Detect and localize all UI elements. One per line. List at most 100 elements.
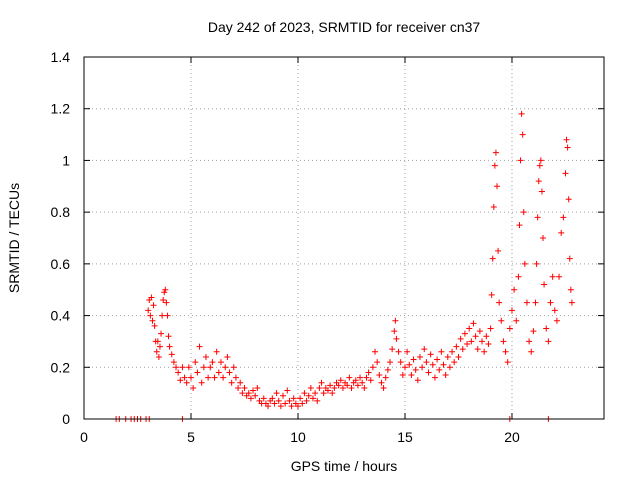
data-point bbox=[237, 379, 244, 386]
data-point bbox=[194, 369, 201, 376]
data-point bbox=[567, 286, 574, 293]
data-point bbox=[307, 384, 314, 391]
data-point bbox=[530, 328, 537, 335]
data-point bbox=[207, 364, 214, 371]
data-point bbox=[490, 203, 497, 210]
data-point bbox=[241, 384, 248, 391]
data-point bbox=[202, 353, 209, 360]
data-point bbox=[151, 322, 158, 329]
data-point bbox=[361, 384, 368, 391]
data-point bbox=[166, 343, 173, 350]
data-point bbox=[252, 392, 259, 399]
data-point bbox=[247, 395, 254, 402]
data-point bbox=[211, 374, 218, 381]
data-point bbox=[474, 346, 481, 353]
data-point bbox=[331, 384, 338, 391]
data-point bbox=[494, 183, 501, 190]
data-point bbox=[213, 348, 220, 355]
data-point bbox=[357, 374, 364, 381]
data-point bbox=[318, 379, 325, 386]
data-point bbox=[280, 392, 287, 399]
data-point bbox=[232, 374, 239, 381]
data-point bbox=[513, 317, 520, 324]
data-point bbox=[459, 346, 466, 353]
data-point bbox=[446, 364, 453, 371]
data-point bbox=[410, 356, 417, 363]
data-point bbox=[235, 384, 242, 391]
data-point bbox=[329, 390, 336, 397]
data-point bbox=[309, 395, 316, 402]
data-point bbox=[160, 297, 167, 304]
y-tick-label: 1 bbox=[62, 152, 70, 168]
data-point bbox=[553, 317, 560, 324]
data-point bbox=[440, 361, 447, 368]
data-point bbox=[533, 260, 540, 267]
data-point bbox=[224, 353, 231, 360]
data-point bbox=[265, 403, 272, 410]
data-point bbox=[528, 348, 535, 355]
data-point bbox=[401, 364, 408, 371]
data-point bbox=[162, 286, 169, 293]
data-point bbox=[303, 397, 310, 404]
data-point bbox=[301, 390, 308, 397]
data-point bbox=[314, 397, 321, 404]
data-point bbox=[380, 384, 387, 391]
data-point bbox=[269, 395, 276, 402]
data-point bbox=[367, 377, 374, 384]
data-point bbox=[299, 400, 306, 407]
data-point bbox=[260, 395, 267, 402]
data-point bbox=[457, 335, 464, 342]
data-point bbox=[384, 366, 391, 373]
data-point bbox=[387, 359, 394, 366]
data-point bbox=[316, 384, 323, 391]
data-point bbox=[451, 359, 458, 366]
data-point bbox=[565, 196, 572, 203]
data-point bbox=[506, 325, 513, 332]
data-point bbox=[337, 377, 344, 384]
data-point bbox=[374, 359, 381, 366]
data-point bbox=[521, 260, 528, 267]
data-point bbox=[485, 341, 492, 348]
data-point bbox=[179, 364, 186, 371]
data-point bbox=[488, 291, 495, 298]
data-point bbox=[215, 369, 222, 376]
data-point bbox=[496, 299, 503, 306]
y-tick-label: 0.2 bbox=[51, 359, 71, 375]
data-point bbox=[518, 110, 525, 117]
data-point bbox=[526, 338, 533, 345]
data-point bbox=[470, 320, 477, 327]
data-point bbox=[226, 369, 233, 376]
data-point bbox=[230, 364, 237, 371]
data-point bbox=[209, 359, 216, 366]
data-point bbox=[558, 229, 565, 236]
data-point bbox=[489, 255, 496, 262]
data-point bbox=[250, 387, 257, 394]
data-point bbox=[187, 374, 194, 381]
data-point bbox=[156, 343, 163, 350]
data-point bbox=[294, 403, 301, 410]
data-point bbox=[520, 209, 527, 216]
data-point bbox=[498, 317, 505, 324]
data-point bbox=[154, 338, 161, 345]
data-point bbox=[537, 157, 544, 164]
data-point bbox=[158, 330, 165, 337]
data-point bbox=[369, 364, 376, 371]
data-point bbox=[568, 299, 575, 306]
data-point bbox=[245, 390, 252, 397]
data-point bbox=[161, 289, 168, 296]
data-point bbox=[346, 374, 353, 381]
data-point bbox=[372, 348, 379, 355]
data-point bbox=[543, 325, 550, 332]
x-tick-label: 0 bbox=[80, 429, 88, 445]
data-point bbox=[455, 353, 462, 360]
data-point bbox=[487, 325, 494, 332]
data-point bbox=[173, 364, 180, 371]
data-point bbox=[515, 273, 522, 280]
data-point bbox=[165, 333, 172, 340]
data-point bbox=[541, 281, 548, 288]
data-point bbox=[354, 382, 361, 389]
data-point bbox=[391, 328, 398, 335]
data-point bbox=[545, 338, 552, 345]
data-point bbox=[444, 353, 451, 360]
data-point bbox=[181, 374, 188, 381]
